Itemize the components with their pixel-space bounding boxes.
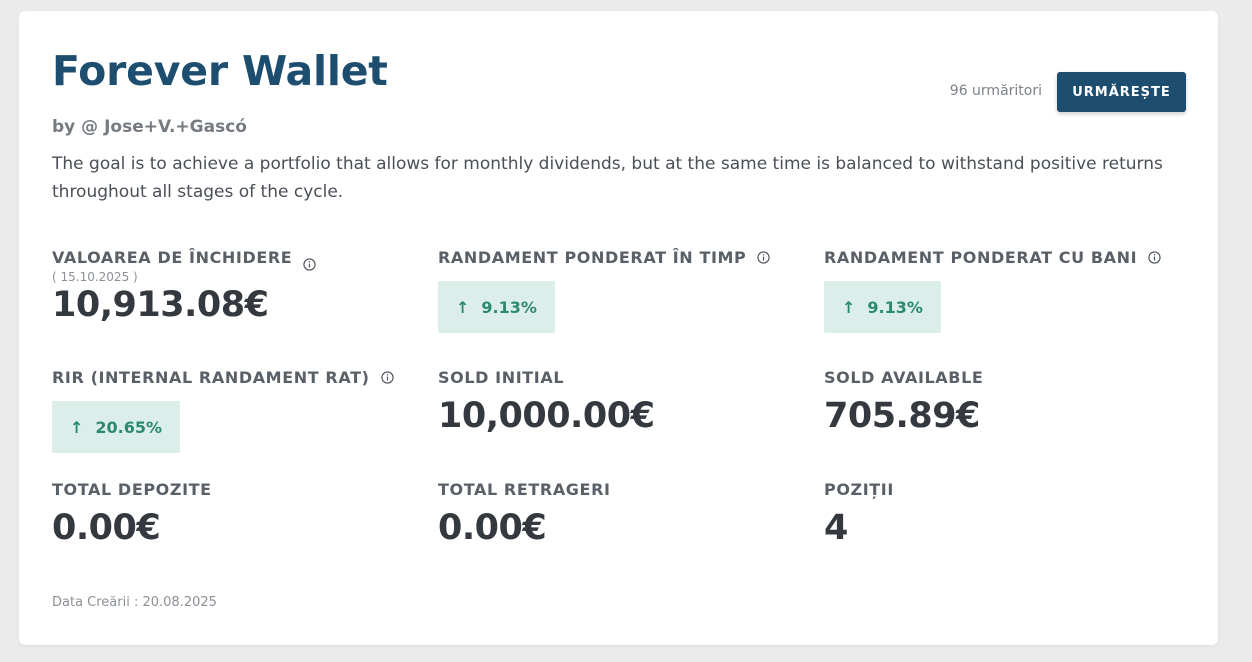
closing-date: ( 15.10.2025 ) xyxy=(52,270,138,284)
stat-value: 0.00€ xyxy=(438,508,547,548)
stat-label: RIR (INTERNAL RANDAMENT RAT) xyxy=(52,368,370,387)
stat-initial-balance: SOLD INITIAL 10,000.00€ xyxy=(438,368,808,437)
author-line[interactable]: by @ Jose+V.+Gascó xyxy=(52,117,247,137)
stat-value: 705.89€ xyxy=(824,396,980,436)
stat-value: 10,000.00€ xyxy=(438,396,655,436)
info-circle-icon[interactable] xyxy=(380,371,394,384)
stat-total-withdrawals: TOTAL RETRAGERI 0.00€ xyxy=(438,480,808,549)
portfolio-description: The goal is to achieve a portfolio that … xyxy=(52,154,1163,202)
stat-value: 10,913.08€ xyxy=(52,285,269,325)
positive-return-badge: ↑ 20.65% xyxy=(52,401,181,453)
stat-label: RANDAMENT PONDERAT ÎN TIMP xyxy=(438,248,747,267)
arrow-up-icon: ↑ xyxy=(456,297,470,317)
arrow-up-icon: ↑ xyxy=(842,297,856,317)
positive-return-badge: ↑ 9.13% xyxy=(824,281,941,333)
stat-positions: POZIȚII 4 xyxy=(824,480,1194,549)
positive-return-badge: ↑ 9.13% xyxy=(438,281,555,333)
stat-total-deposits: TOTAL DEPOZITE 0.00€ xyxy=(52,480,422,549)
stat-label: SOLD AVAILABLE xyxy=(824,368,984,387)
stat-label: RANDAMENT PONDERAT CU BANI xyxy=(824,248,1138,267)
stat-closing-value: VALOAREA DE ÎNCHIDERE ( 15.10.2025 ) 10,… xyxy=(52,248,422,326)
info-circle-icon[interactable] xyxy=(1148,251,1161,264)
stat-value: 0.00€ xyxy=(52,508,161,548)
stat-label: SOLD INITIAL xyxy=(438,368,565,387)
stat-available-balance: SOLD AVAILABLE 705.89€ xyxy=(824,368,1194,437)
info-circle-icon[interactable] xyxy=(757,251,771,264)
stat-mwr: RANDAMENT PONDERAT CU BANI ↑ 9.13% xyxy=(824,248,1194,333)
follow-button[interactable]: URMĂREȘTE xyxy=(1057,72,1186,112)
stat-irr: RIR (INTERNAL RANDAMENT RAT) ↑ 20.65% xyxy=(52,368,422,453)
stat-label: POZIȚII xyxy=(824,480,894,499)
followers-count: 96 urmăritori xyxy=(949,83,1042,99)
stat-label: TOTAL DEPOZITE xyxy=(52,480,212,499)
stat-label: TOTAL RETRAGERI xyxy=(438,480,611,499)
page-title: Forever Wallet xyxy=(52,47,388,95)
stat-label: VALOAREA DE ÎNCHIDERE xyxy=(52,248,293,267)
portfolio-card: Forever Wallet by @ Jose+V.+Gascó The go… xyxy=(19,11,1218,645)
badge-value: 9.13% xyxy=(481,297,537,317)
creation-date: Data Creării : 20.08.2025 xyxy=(52,595,217,610)
info-circle-icon[interactable] xyxy=(303,258,317,271)
arrow-up-icon: ↑ xyxy=(70,417,84,437)
badge-value: 20.65% xyxy=(95,417,163,437)
badge-value: 9.13% xyxy=(867,297,923,317)
stat-twr: RANDAMENT PONDERAT ÎN TIMP ↑ 9.13% xyxy=(438,248,808,333)
stat-value: 4 xyxy=(824,508,848,548)
